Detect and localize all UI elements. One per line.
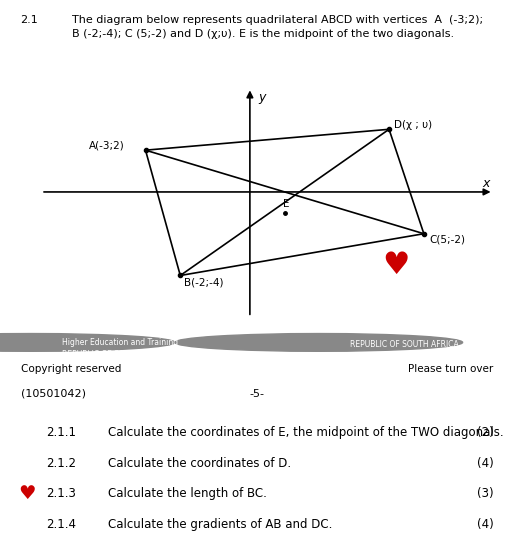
Text: 2.1.3: 2.1.3: [46, 487, 76, 501]
Text: (10501042): (10501042): [21, 389, 85, 399]
Text: C(5;-2): C(5;-2): [429, 235, 465, 245]
Text: The diagram below represents quadrilateral ABCD with vertices  A  (-3;2);
B (-2;: The diagram below represents quadrilater…: [72, 15, 483, 39]
Text: ♥: ♥: [382, 251, 410, 280]
Text: Higher Education and Training: Higher Education and Training: [62, 337, 178, 347]
Text: A(-3;2): A(-3;2): [89, 141, 124, 151]
Text: B(-2;-4): B(-2;-4): [184, 278, 223, 288]
Circle shape: [0, 334, 175, 351]
Text: y: y: [259, 91, 266, 103]
Text: REPUBLIC OF SOUTH AFRICA: REPUBLIC OF SOUTH AFRICA: [62, 351, 171, 359]
Text: E: E: [283, 199, 290, 208]
Text: Calculate the coordinates of D.: Calculate the coordinates of D.: [108, 457, 291, 470]
Circle shape: [175, 334, 463, 351]
Text: (4): (4): [476, 518, 493, 531]
Text: ♥: ♥: [18, 485, 35, 503]
Text: Calculate the gradients of AB and DC.: Calculate the gradients of AB and DC.: [108, 518, 333, 531]
Text: Calculate the length of BC.: Calculate the length of BC.: [108, 487, 267, 501]
Text: (4): (4): [476, 457, 493, 470]
Text: x: x: [483, 177, 490, 190]
Text: Calculate the coordinates of E, the midpoint of the TWO diagonals.: Calculate the coordinates of E, the midp…: [108, 426, 504, 439]
Text: (3): (3): [477, 487, 493, 501]
Text: Please turn over: Please turn over: [408, 364, 493, 374]
Text: 2.1.4: 2.1.4: [46, 518, 76, 531]
Text: 2.1.1: 2.1.1: [46, 426, 76, 439]
Text: D(χ ; υ): D(χ ; υ): [394, 120, 432, 130]
Text: Copyright reserved: Copyright reserved: [21, 364, 121, 374]
Text: 2.1.2: 2.1.2: [46, 457, 76, 470]
Text: 2.1: 2.1: [21, 15, 39, 25]
Text: REPUBLIC OF SOUTH AFRICA: REPUBLIC OF SOUTH AFRICA: [350, 340, 458, 348]
Text: -5-: -5-: [249, 389, 265, 399]
Text: (2): (2): [476, 426, 493, 439]
